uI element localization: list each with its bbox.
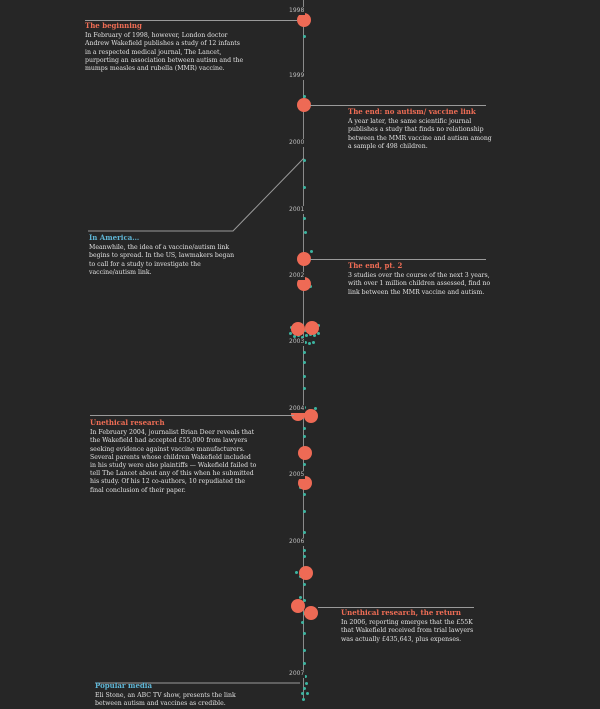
event-dot (302, 94, 306, 98)
event-dot (302, 34, 306, 38)
leader-line-beginning (85, 20, 297, 21)
timeline-axis (303, 0, 304, 700)
year-label: 2005 (288, 471, 306, 479)
annotation-text: A year later, the same scientific journa… (348, 118, 492, 150)
key-event-dot (304, 409, 318, 423)
event-dot (302, 158, 306, 162)
annotation-unethical-return: Unethical research, the return In 2006, … (341, 608, 479, 644)
annotation-end-pt2: The end, pt. 2 3 studies over the course… (348, 261, 493, 297)
event-dot (301, 697, 305, 701)
annotation-text: In February of 1998, however, London doc… (85, 32, 244, 73)
annotation-end: The end: no autism/ vaccine link A year … (348, 107, 493, 151)
key-event-dot (291, 322, 305, 336)
event-dot (302, 492, 306, 496)
event-dot (302, 216, 306, 220)
event-dot (316, 331, 320, 335)
year-label: 1999 (288, 72, 306, 80)
event-dot (309, 249, 313, 253)
key-event-dot (297, 13, 311, 27)
year-label: 2001 (288, 206, 306, 214)
annotation-title: The beginning (85, 21, 142, 30)
leader-line-end (310, 105, 486, 106)
key-event-dot (297, 277, 311, 291)
event-dot (302, 426, 306, 430)
key-event-dot (297, 98, 311, 112)
event-dot (302, 386, 306, 390)
year-label: 2004 (288, 405, 306, 413)
event-dot (294, 570, 298, 574)
leader-line-end-pt2 (310, 259, 486, 260)
annotation-title: The end, pt. 2 (348, 261, 403, 270)
event-dot (302, 648, 306, 652)
event-dot (302, 509, 306, 513)
event-dot (288, 331, 292, 335)
key-event-dot (297, 252, 311, 266)
year-label: 2006 (288, 538, 306, 546)
event-dot (300, 335, 304, 339)
event-dot (307, 341, 311, 345)
event-dot (303, 230, 307, 234)
annotation-title: In America… (89, 233, 140, 242)
key-event-dot (304, 606, 318, 620)
annotation-unethical-research: Unethical research In February 2004, jou… (90, 418, 258, 495)
annotation-popular-media: Popular media Eli Stone, an ABC TV show,… (95, 681, 255, 709)
annotation-title: Popular media (95, 681, 152, 690)
key-event-dot (298, 446, 312, 460)
event-dot (302, 462, 306, 466)
key-event-dot (305, 321, 319, 335)
event-dot (302, 360, 306, 364)
annotation-beginning: The beginning In February of 1998, howev… (85, 21, 245, 73)
event-dot (304, 681, 308, 685)
key-event-dot (298, 476, 312, 490)
leader-line-unethical (90, 415, 294, 416)
leader-line-unethical-return (318, 607, 474, 608)
annotation-text: Eli Stone, an ABC TV show, presents the … (95, 692, 236, 708)
year-label: 2000 (288, 139, 306, 147)
event-dot (312, 333, 316, 337)
event-dot (305, 691, 309, 695)
event-dot (302, 374, 306, 378)
key-event-dot (291, 599, 305, 613)
event-dot (298, 595, 302, 599)
event-dot (302, 548, 306, 552)
event-dot (302, 661, 306, 665)
event-dot (313, 406, 317, 410)
event-dot (302, 554, 306, 558)
event-dot (304, 333, 308, 337)
event-dot (302, 530, 306, 534)
year-label: 1998 (288, 7, 306, 15)
annotation-title: The end: no autism/ vaccine link (348, 107, 476, 116)
key-event-dot (299, 566, 313, 580)
annotation-text: In 2006, reporting emerges that the £55K… (341, 619, 474, 643)
year-label: 2007 (288, 670, 306, 678)
annotation-in-america: In America… Meanwhile, the idea of a vac… (89, 233, 239, 277)
event-dot (292, 334, 296, 338)
event-dot (300, 620, 304, 624)
event-dot (302, 631, 306, 635)
annotation-text: In February 2004, journalist Brian Deer … (90, 429, 257, 494)
event-dot (302, 434, 306, 438)
year-label: 2003 (288, 338, 306, 346)
annotation-title: Unethical research (90, 418, 165, 427)
annotation-title: Unethical research, the return (341, 608, 461, 617)
event-dot (302, 582, 306, 586)
event-dot (302, 350, 306, 354)
event-dot (302, 185, 306, 189)
year-label: 2002 (288, 272, 306, 280)
event-dot (302, 686, 306, 690)
event-dot (300, 691, 304, 695)
event-dot (302, 598, 306, 602)
event-dot (311, 340, 315, 344)
annotation-text: 3 studies over the course of the next 3 … (348, 272, 491, 296)
annotation-text: Meanwhile, the idea of a vaccine/autism … (89, 244, 235, 276)
